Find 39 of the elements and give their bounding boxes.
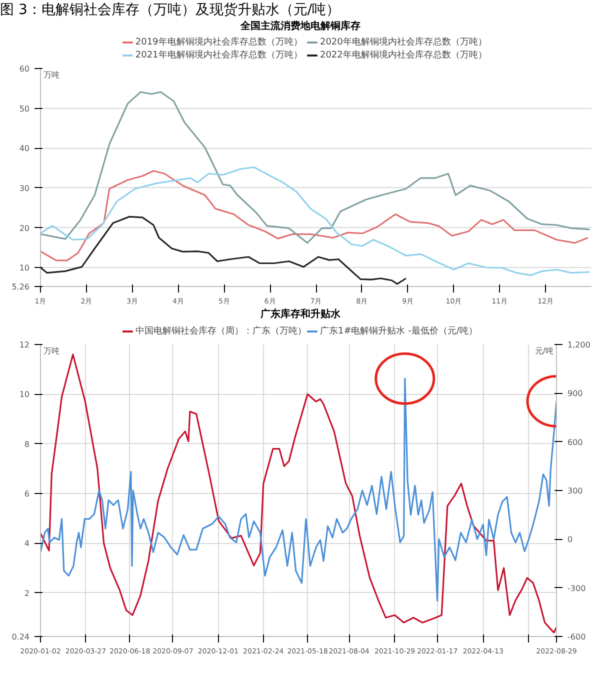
line-series: [40, 91, 590, 244]
y2-tick-label: -600: [568, 632, 586, 642]
y-tick-label: 30: [19, 184, 30, 194]
y-tick-label: 50: [19, 104, 30, 114]
y-tick-label: 6: [24, 489, 30, 498]
line-series: [40, 216, 407, 286]
legend-label: 2020年电解铜境内社会库存总数（万吨）: [320, 36, 487, 48]
y2-tick-label: 1,200: [568, 340, 590, 350]
y-tick-label: 4: [24, 538, 30, 548]
y-axis-title: 万吨: [44, 70, 60, 80]
legend-label: 2021年电解铜境内社会库存总数（万吨）: [135, 50, 302, 61]
y2-tick-label: 900: [568, 388, 583, 398]
line-series: [40, 170, 589, 262]
legend-label: 2019年电解铜境内社会库存总数（万吨）: [135, 36, 302, 48]
chart-subtitle: 全国主流消费地电解铜库存: [240, 20, 360, 34]
y-axis-title: 万吨: [44, 346, 60, 356]
chart-title: 广东库存和升贴水: [260, 308, 340, 322]
y-tick-label: 10: [19, 390, 30, 399]
y-tick-label: 2: [24, 588, 30, 598]
y2-axis-title: 元/吨: [534, 346, 554, 356]
y2-tick-label: 600: [568, 437, 583, 446]
y2-tick-label: 300: [568, 486, 583, 496]
y-tick-label: 20: [19, 224, 30, 234]
y-tick-label: 10: [19, 264, 30, 273]
y-tick-label: 60: [19, 64, 30, 74]
y-tick-label: 0.24: [12, 632, 30, 642]
line-series: [40, 377, 556, 602]
y2-tick-label: 0: [568, 534, 573, 544]
y-tick-label: 8: [24, 439, 30, 448]
line-series: [40, 353, 556, 633]
y-tick-label: 40: [19, 144, 30, 154]
legend-label: 2022年电解铜境内社会库存总数（万吨）: [320, 50, 487, 61]
legend-label: 广东1#电解铜升贴水 -最低价（元/吨）: [320, 325, 478, 336]
y-tick-label: 12: [19, 340, 30, 350]
legend-label: 中国电解铜社会库存（周）：广东（万吨）: [135, 325, 306, 336]
line-series: [40, 166, 590, 276]
y2-tick-label: -300: [568, 583, 586, 592]
y-tick-label: 5.26: [12, 282, 30, 292]
chart-title: 图 3：电解铜社会库存（万吨）及现货升贴水（元/吨）: [0, 1, 340, 20]
